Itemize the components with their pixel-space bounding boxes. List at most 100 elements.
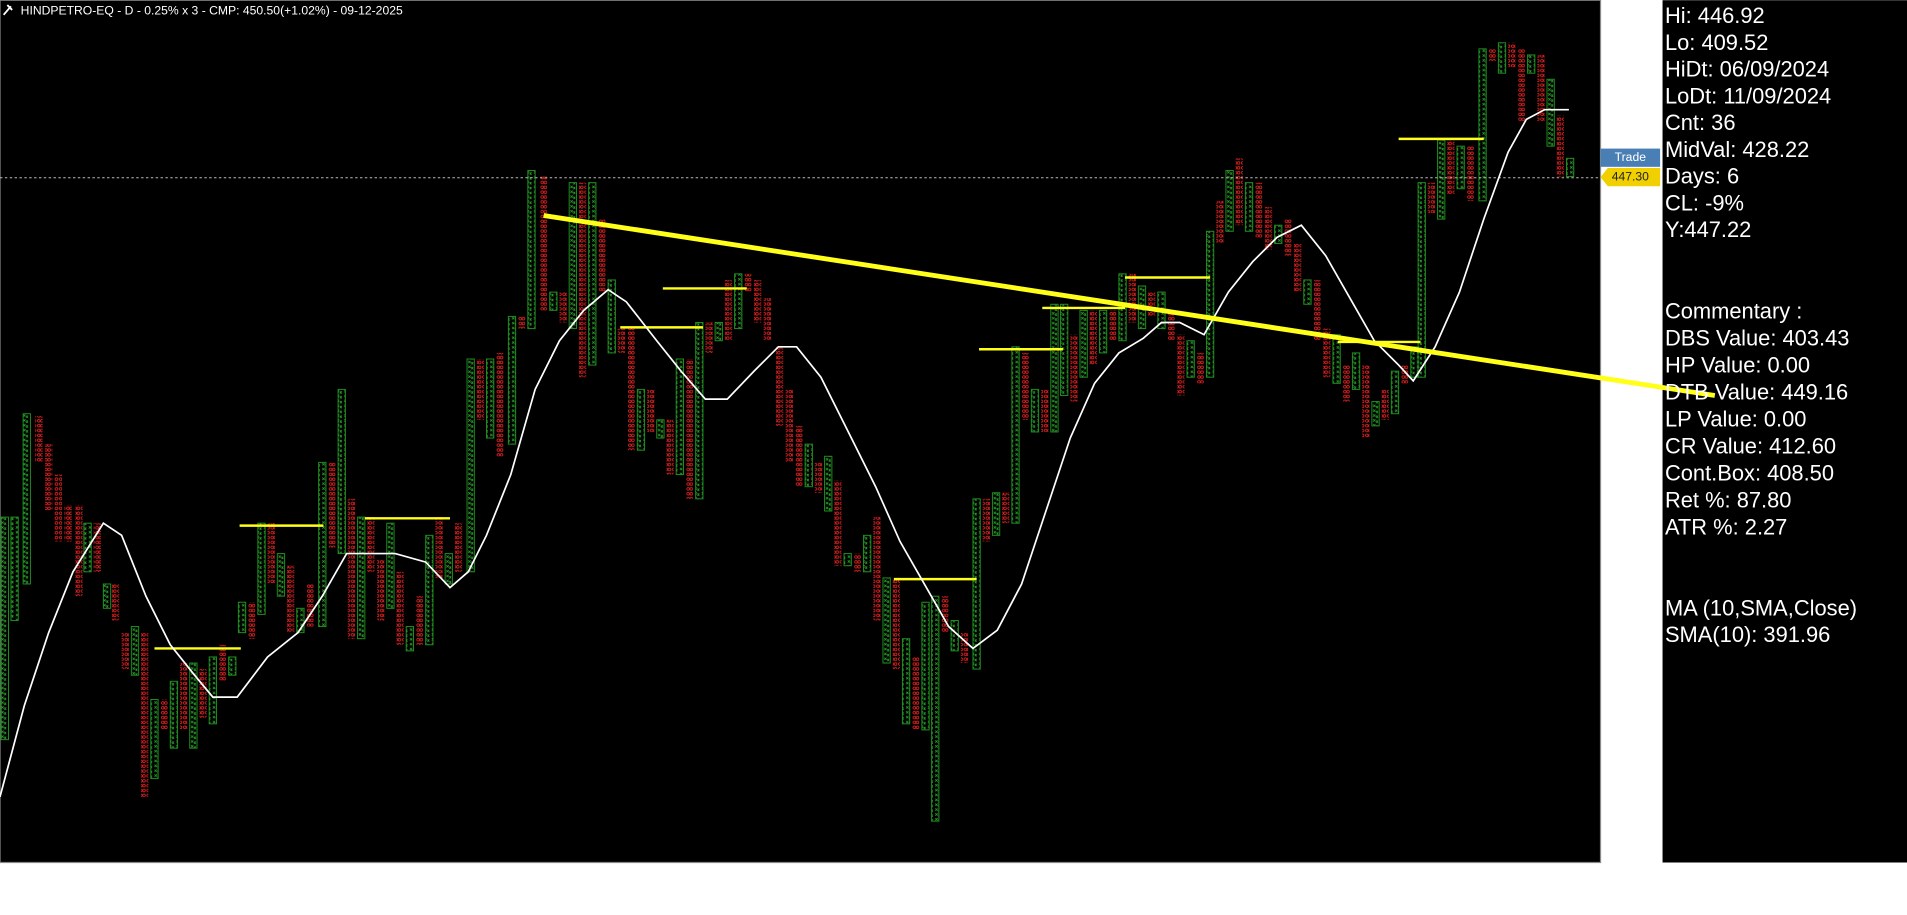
o-column	[1427, 182, 1436, 214]
x-column	[921, 601, 930, 731]
o-column	[1556, 115, 1565, 177]
o-column	[199, 669, 207, 718]
stat-line: HiDt: 06/09/2024	[1665, 57, 1829, 82]
o-column	[179, 663, 188, 730]
x-column	[425, 534, 434, 646]
commentary-line: Cont.Box: 408.50	[1665, 460, 1834, 485]
o-column	[1323, 328, 1331, 378]
o-column	[685, 358, 694, 499]
x-column	[1478, 48, 1487, 202]
o-column	[912, 656, 920, 730]
x-column	[102, 583, 112, 609]
x-column	[1303, 279, 1312, 305]
o-column	[476, 358, 485, 420]
o-column	[44, 444, 53, 512]
x-column	[0, 516, 9, 741]
o-column	[578, 182, 587, 378]
o-column	[121, 632, 129, 670]
trade-tag-label: Trade	[1615, 150, 1647, 164]
info-panel	[1662, 0, 1907, 863]
o-column	[64, 504, 72, 542]
o-column	[1021, 352, 1029, 420]
x-column	[130, 626, 140, 676]
o-column	[415, 596, 424, 645]
x-column	[824, 455, 833, 512]
o-column	[795, 425, 803, 487]
o-column	[1235, 158, 1243, 226]
o-column	[1342, 365, 1350, 402]
o-column	[763, 298, 772, 341]
o-column	[598, 219, 606, 293]
o-column	[1466, 146, 1475, 201]
o-column	[306, 583, 314, 627]
x-column	[656, 419, 665, 439]
o-column	[496, 352, 504, 457]
o-column	[834, 480, 842, 566]
x-column	[228, 656, 237, 676]
x-column	[1274, 224, 1283, 244]
trade-tag[interactable]	[1600, 148, 1661, 167]
x-column	[1546, 78, 1555, 147]
x-column	[1437, 139, 1446, 220]
x-column	[1390, 370, 1400, 415]
o-column	[724, 279, 733, 341]
o-column	[1264, 206, 1273, 250]
x-column	[972, 498, 981, 670]
x-column	[568, 182, 577, 330]
o-column	[218, 644, 227, 682]
x-column	[714, 322, 723, 342]
o-column	[1109, 310, 1117, 341]
o-column	[941, 596, 949, 633]
o-column	[873, 517, 881, 621]
o-column	[267, 523, 275, 584]
x-column	[444, 553, 453, 585]
x-column	[1030, 388, 1040, 433]
x-column	[1186, 340, 1195, 378]
stat-line: Days: 6	[1665, 164, 1739, 189]
o-column	[1002, 492, 1010, 524]
o-column	[982, 498, 990, 542]
o-column	[627, 328, 635, 451]
o-column	[1216, 200, 1224, 244]
indicator-line: MA (10,SMA,Close)	[1665, 595, 1857, 620]
o-column	[617, 328, 626, 353]
x-column	[734, 273, 743, 330]
o-column	[775, 346, 784, 426]
o-column	[814, 462, 823, 493]
x-column	[1244, 182, 1254, 232]
commentary-line: DBS Value: 403.43	[1665, 325, 1849, 350]
header-icon	[2, 4, 13, 16]
x-column	[485, 358, 495, 439]
x-column	[1098, 309, 1108, 354]
x-column	[675, 358, 684, 476]
price-tag	[1600, 168, 1661, 187]
x-column	[950, 619, 959, 652]
x-column	[296, 607, 305, 634]
x-column	[337, 388, 346, 555]
x-column	[150, 699, 159, 780]
o-column	[435, 517, 443, 578]
x-column	[405, 626, 414, 652]
o-column	[141, 632, 149, 797]
o-column	[111, 583, 120, 621]
o-column	[785, 389, 793, 463]
stat-line: CL: -9%	[1665, 190, 1744, 215]
o-column	[328, 462, 336, 548]
x-column	[1205, 230, 1215, 378]
o-column	[853, 553, 862, 572]
stat-line: Y:447.22	[1665, 217, 1751, 242]
trend-line	[543, 213, 1716, 398]
indicator-line: SMA(10): 391.96	[1665, 622, 1830, 647]
x-column	[257, 522, 266, 615]
x-column	[931, 595, 940, 822]
x-column	[1497, 42, 1507, 74]
o-column	[1381, 389, 1389, 420]
o-column	[35, 416, 43, 463]
pattern-lines	[154, 137, 1484, 650]
x-column	[1371, 401, 1380, 427]
x-column	[549, 291, 558, 311]
o-column	[1447, 140, 1455, 195]
